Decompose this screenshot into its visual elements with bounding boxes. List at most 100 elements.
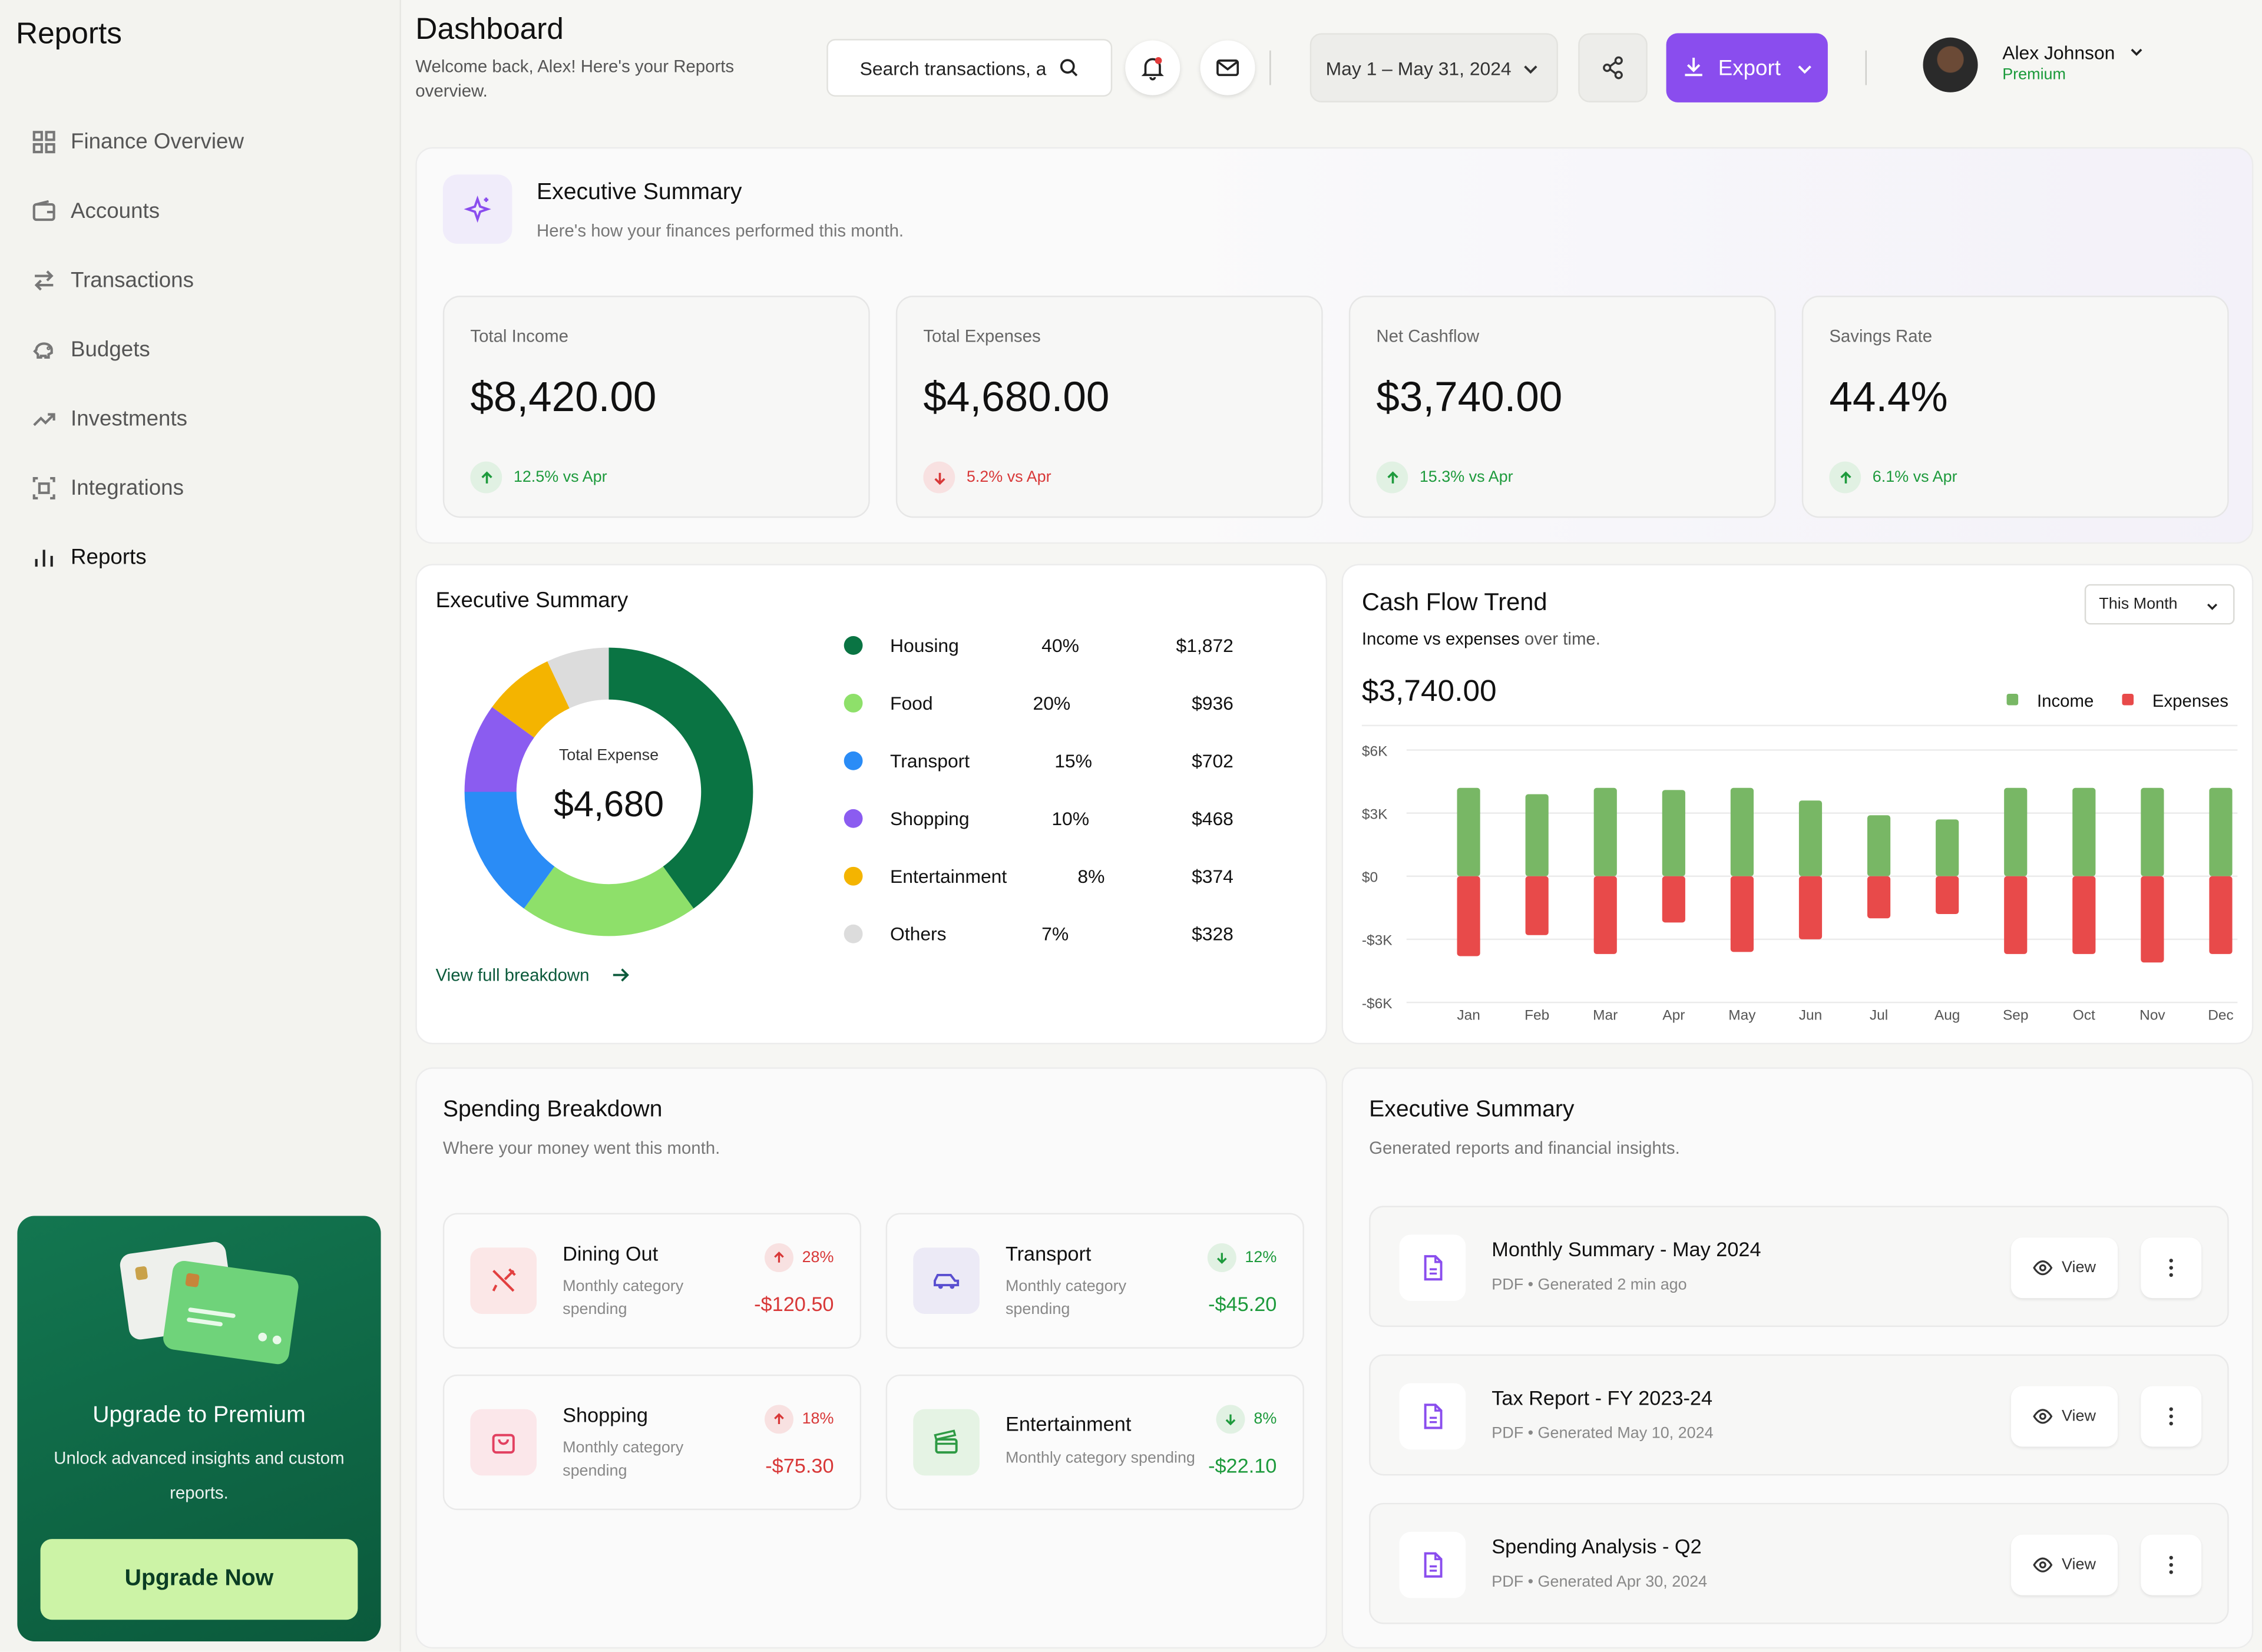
report-item[interactable]: Spending Analysis - Q2 PDF • Generated A… bbox=[1369, 1502, 2229, 1624]
bar-income-apr[interactable] bbox=[1662, 790, 1685, 876]
view-report-button[interactable]: View bbox=[2010, 1386, 2118, 1447]
donut-slice-transport bbox=[464, 792, 555, 909]
bar-expenses-jun[interactable] bbox=[1798, 876, 1823, 939]
sidebar-item-accounts[interactable]: Accounts bbox=[32, 176, 244, 246]
bar-expenses-sep[interactable] bbox=[2004, 876, 2028, 954]
view-report-button[interactable]: View bbox=[2010, 1534, 2118, 1595]
bar-expenses-may[interactable] bbox=[1730, 876, 1754, 952]
eye-icon bbox=[2033, 1409, 2053, 1424]
report-meta: PDF • Generated 2 min ago bbox=[1492, 1276, 1687, 1294]
sidebar-item-finance-overview[interactable]: Finance Overview bbox=[32, 107, 244, 176]
avatar[interactable] bbox=[1923, 37, 1978, 92]
sidebar-item-transactions[interactable]: Transactions bbox=[32, 245, 244, 314]
x-tick-label: Dec bbox=[2208, 1007, 2234, 1023]
report-name: Spending Analysis - Q2 bbox=[1492, 1534, 1702, 1558]
bar-expenses-apr[interactable] bbox=[1662, 876, 1685, 923]
bar-expenses-mar[interactable] bbox=[1593, 876, 1617, 954]
arrow-up-icon bbox=[1387, 471, 1398, 483]
kpi-value: 44.4% bbox=[1829, 375, 1948, 422]
reports-subtitle: Generated reports and financial insights… bbox=[1369, 1138, 1680, 1158]
bar-expenses-aug[interactable] bbox=[1936, 876, 1959, 915]
bar-income-dec[interactable] bbox=[2209, 787, 2233, 876]
search-icon bbox=[1060, 59, 1078, 77]
bar-income-oct[interactable] bbox=[2072, 787, 2096, 876]
sidebar-item-integrations[interactable]: Integrations bbox=[32, 453, 244, 522]
arrow-up-icon bbox=[774, 1252, 784, 1263]
donut-slice-entertainment bbox=[492, 661, 570, 738]
report-item[interactable]: Tax Report - FY 2023-24 PDF • Generated … bbox=[1369, 1354, 2229, 1476]
report-item[interactable]: Monthly Summary - May 2024 PDF • Generat… bbox=[1369, 1206, 2229, 1327]
executive-summary-title: Executive Summary bbox=[537, 180, 742, 205]
fork-knife-icon bbox=[492, 1268, 516, 1292]
notifications-button[interactable] bbox=[1125, 40, 1180, 95]
generated-reports-panel: Executive Summary Generated reports and … bbox=[1341, 1067, 2254, 1649]
more-options-button[interactable] bbox=[2141, 1237, 2202, 1299]
sidebar-item-investments[interactable]: Investments bbox=[32, 383, 244, 453]
report-type: PDF bbox=[1492, 1425, 1524, 1442]
y-tick-label: $0 bbox=[1362, 870, 1378, 886]
bar-expenses-dec[interactable] bbox=[2209, 876, 2233, 954]
x-tick-label: May bbox=[1728, 1007, 1756, 1023]
more-vertical-icon bbox=[2169, 1407, 2173, 1426]
document-icon bbox=[1424, 1255, 1443, 1281]
bar-expenses-jul[interactable] bbox=[1867, 876, 1891, 919]
period-select[interactable]: This Month bbox=[2084, 584, 2235, 625]
spending-card-transport[interactable]: Transport Monthly category spending 12% … bbox=[885, 1213, 1304, 1349]
user-name: Alex Johnson bbox=[2002, 42, 2115, 64]
kpi-label: Total Income bbox=[470, 326, 569, 346]
share-button[interactable] bbox=[1578, 33, 1648, 102]
view-report-button[interactable]: View bbox=[2010, 1237, 2118, 1299]
spending-desc: Monthly category spending bbox=[563, 1277, 684, 1319]
bar-income-jul[interactable] bbox=[1867, 815, 1891, 876]
executive-summary-panel: Executive Summary Here's how your financ… bbox=[415, 147, 2254, 544]
bar-income-may[interactable] bbox=[1730, 787, 1754, 876]
bar-expenses-nov[interactable] bbox=[2141, 876, 2164, 963]
bar-income-jun[interactable] bbox=[1798, 800, 1823, 876]
y-tick-label: $3K bbox=[1362, 806, 1388, 822]
sidebar-item-reports[interactable]: Reports bbox=[32, 522, 244, 592]
search-input[interactable]: Search transactions, a bbox=[826, 39, 1113, 97]
bar-income-mar[interactable] bbox=[1593, 787, 1617, 876]
legend-amount: $374 bbox=[1192, 865, 1233, 888]
sidebar-item-budgets[interactable]: Budgets bbox=[32, 314, 244, 384]
legend-row-others: Others 7% $328 bbox=[844, 920, 1233, 949]
more-options-button[interactable] bbox=[2141, 1534, 2202, 1595]
bar-income-nov[interactable] bbox=[2141, 787, 2164, 876]
donut-slice-shopping bbox=[464, 707, 534, 792]
kpi-delta-text: 15.3% vs Apr bbox=[1419, 468, 1513, 486]
spending-desc: Monthly category spending bbox=[1005, 1449, 1195, 1467]
date-range-picker[interactable]: May 1 – May 31, 2024 bbox=[1309, 33, 1558, 102]
legend-percent: 15% bbox=[1054, 750, 1092, 772]
spending-amount: -$45.20 bbox=[1208, 1292, 1277, 1316]
user-menu-toggle[interactable]: Alex Johnson bbox=[2002, 42, 2142, 64]
report-meta: PDF • Generated May 10, 2024 bbox=[1492, 1425, 1714, 1442]
shopping-bag-icon bbox=[492, 1434, 515, 1454]
legend-swatch-income bbox=[2006, 693, 2019, 706]
report-type: PDF bbox=[1492, 1276, 1524, 1294]
bar-income-sep[interactable] bbox=[2004, 787, 2028, 876]
more-options-button[interactable] bbox=[2141, 1386, 2202, 1447]
spending-amount: -$120.50 bbox=[754, 1292, 834, 1316]
bar-expenses-oct[interactable] bbox=[2072, 876, 2096, 954]
bar-expenses-jan[interactable] bbox=[1457, 876, 1480, 956]
spending-card-dining-out[interactable]: Dining Out Monthly category spending 28%… bbox=[442, 1213, 862, 1349]
date-range-label: May 1 – May 31, 2024 bbox=[1325, 57, 1512, 79]
spending-pct: 28% bbox=[764, 1243, 834, 1273]
spending-name: Transport bbox=[1005, 1242, 1092, 1265]
chevron-down-icon bbox=[1524, 65, 1537, 74]
export-button[interactable]: Export bbox=[1666, 33, 1828, 102]
messages-button[interactable] bbox=[1200, 40, 1255, 95]
sidebar-item-label: Finance Overview bbox=[71, 129, 244, 154]
bar-income-aug[interactable] bbox=[1936, 819, 1959, 876]
upgrade-now-button[interactable]: Upgrade Now bbox=[40, 1539, 358, 1620]
bar-expenses-feb[interactable] bbox=[1525, 876, 1549, 935]
x-tick-label: Jul bbox=[1870, 1007, 1888, 1023]
spending-pct: 8% bbox=[1216, 1405, 1276, 1434]
spending-card-shopping[interactable]: Shopping Monthly category spending 18% -… bbox=[442, 1374, 862, 1511]
view-label: View bbox=[2062, 1259, 2096, 1277]
spending-card-entertainment[interactable]: Entertainment Monthly category spending … bbox=[885, 1374, 1304, 1511]
spending-pct: 18% bbox=[764, 1405, 834, 1434]
bar-income-feb[interactable] bbox=[1525, 794, 1549, 876]
bar-income-jan[interactable] bbox=[1457, 787, 1480, 876]
view-full-breakdown-link[interactable]: View full breakdown bbox=[436, 965, 630, 985]
